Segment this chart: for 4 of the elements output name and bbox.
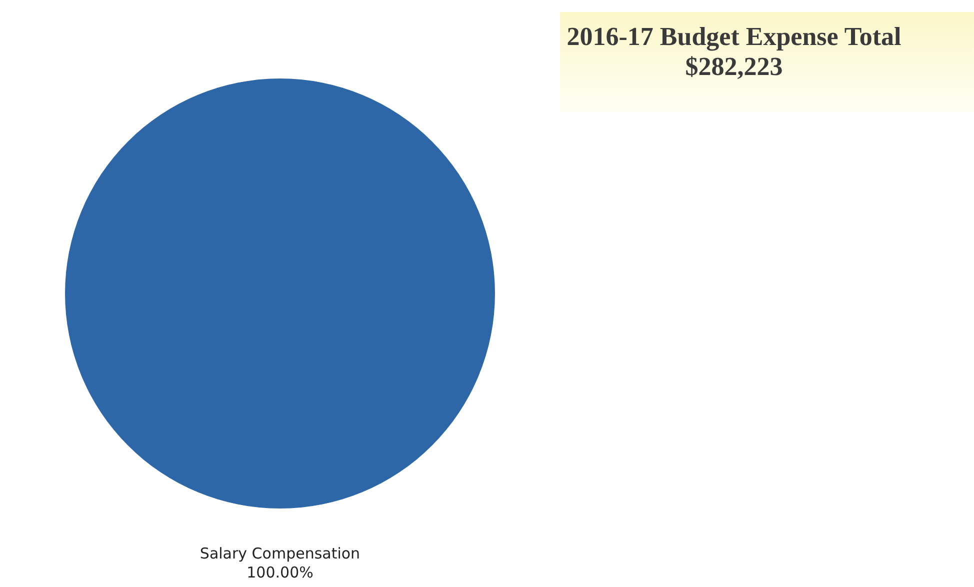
text: 2016-17 Budget Expense Total — [566, 22, 902, 52]
slice-label: Salary Compensation — [200, 544, 360, 562]
data-label: 100.00% — [246, 564, 314, 582]
text: $282,223 — [684, 52, 784, 82]
